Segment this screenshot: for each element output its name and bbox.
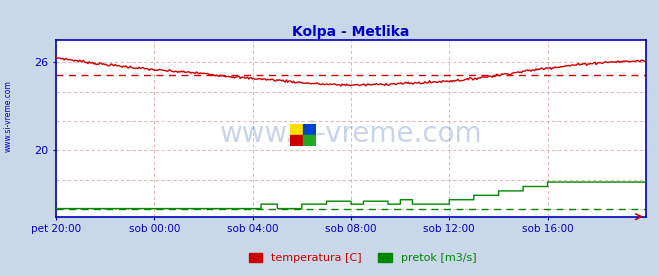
Bar bbox=[303, 124, 316, 135]
Bar bbox=[290, 135, 303, 146]
Text: www.si-vreme.com: www.si-vreme.com bbox=[3, 80, 13, 152]
Title: Kolpa - Metlika: Kolpa - Metlika bbox=[292, 25, 410, 39]
Legend: temperatura [C], pretok [m3/s]: temperatura [C], pretok [m3/s] bbox=[244, 249, 480, 268]
Bar bbox=[303, 135, 316, 146]
Text: www.si-vreme.com: www.si-vreme.com bbox=[219, 120, 482, 148]
Bar bbox=[290, 124, 303, 135]
